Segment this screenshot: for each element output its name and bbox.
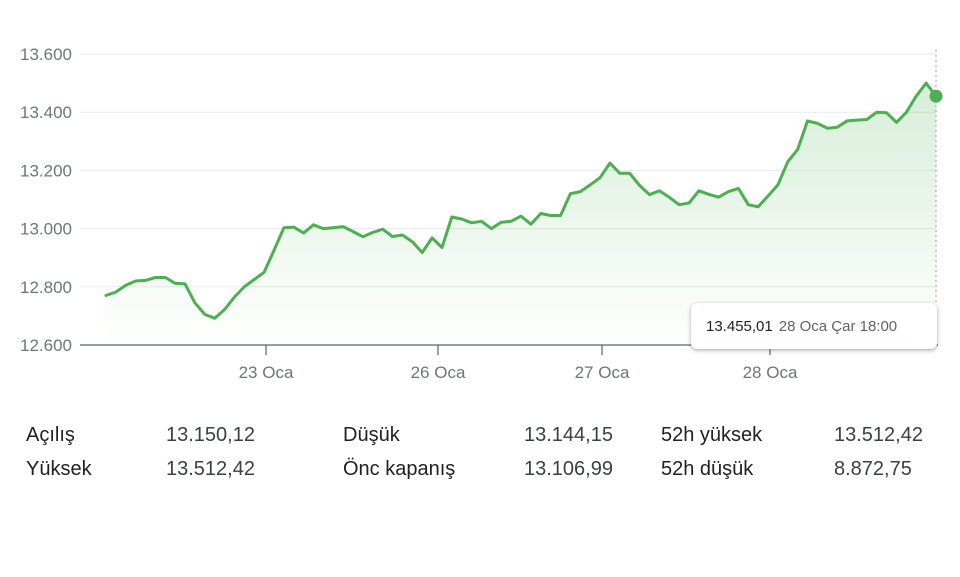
x-tick-label: 26 Oca [411, 363, 466, 382]
stat-open-value: 13.150,12 [166, 424, 255, 446]
price-area-fill [106, 83, 936, 345]
y-tick-label: 13.200 [20, 161, 72, 180]
tooltip-value: 13.455,01 [706, 317, 773, 335]
stat-open-label: Açılış [26, 424, 75, 446]
y-tick-label: 12.600 [20, 336, 72, 355]
x-axis: 23 Oca 26 Oca 27 Oca 28 Oca [239, 345, 798, 382]
chart-canvas[interactable]: 13.600 13.400 13.200 13.000 12.800 12.600 23 … [0, 0, 960, 400]
price-chart[interactable]: 13.600 13.400 13.200 13.000 12.800 12.600 23 … [0, 0, 960, 400]
stat-prev-close-value: 13.106,99 [524, 458, 613, 480]
y-tick-label: 12.800 [20, 278, 72, 297]
x-tick-label: 27 Oca [575, 363, 630, 382]
stat-52w-low-value: 8.872,75 [834, 458, 912, 480]
stat-prev-close-label: Önc kapanış [343, 458, 456, 480]
stat-52w-high-value: 13.512,42 [834, 424, 923, 446]
stat-low-value: 13.144,15 [524, 424, 613, 446]
price-line [104, 81, 938, 320]
hover-point [929, 89, 943, 103]
stats-table: Açılış 13.150,12 Yüksek 13.512,42 Düşük … [0, 418, 960, 498]
stat-high-label: Yüksek [26, 458, 92, 480]
tooltip-date: 28 Oca Çar 18:00 [778, 317, 898, 335]
y-axis: 13.600 13.400 13.200 13.000 12.800 12.600 [20, 45, 72, 355]
y-tick-label: 13.400 [20, 103, 72, 122]
stat-52w-low-label: 52h düşük [661, 458, 754, 480]
hover-tooltip: 13.455,01 28 Oca Çar 18:00 [691, 303, 937, 349]
y-tick-label: 13.000 [20, 220, 72, 239]
stat-high-value: 13.512,42 [166, 458, 255, 480]
x-tick-label: 28 Oca [743, 363, 798, 382]
y-tick-label: 13.600 [20, 45, 72, 64]
stat-low-label: Düşük [343, 424, 400, 446]
stat-52w-high-label: 52h yüksek [661, 424, 763, 446]
x-tick-label: 23 Oca [239, 363, 294, 382]
